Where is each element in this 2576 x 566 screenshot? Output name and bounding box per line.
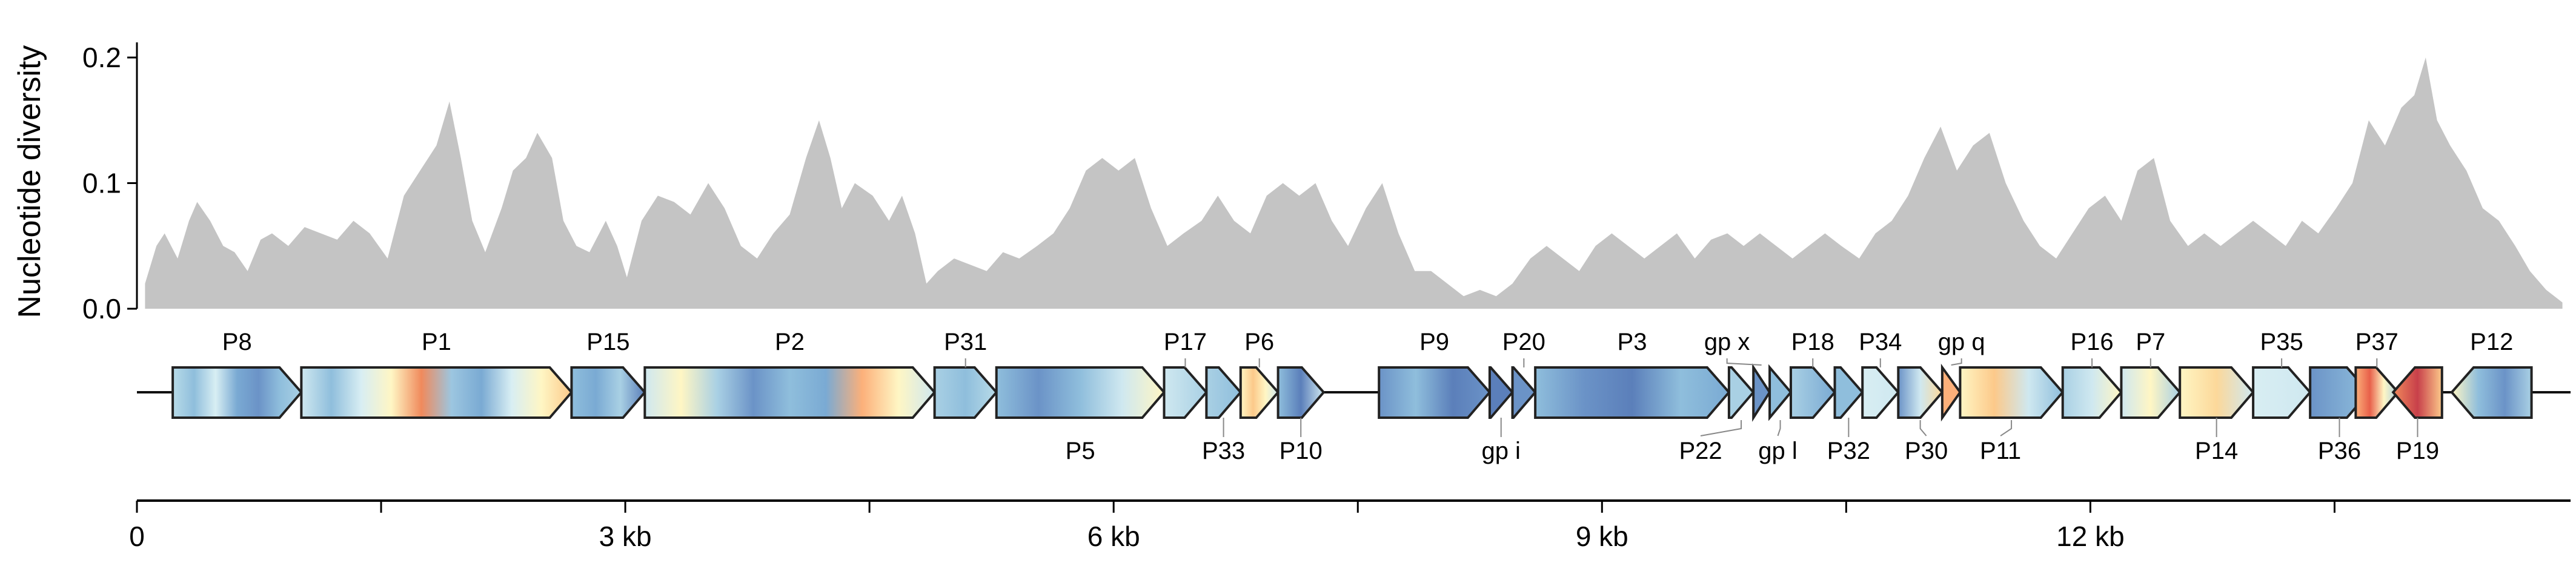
gene-arrow-p6 xyxy=(1239,366,1280,419)
gene-label: P22 xyxy=(1679,438,1722,464)
gene-arrow-p33 xyxy=(1205,366,1243,419)
gene-label: P20 xyxy=(1502,329,1545,355)
gene-arrow-p16 xyxy=(2061,366,2123,419)
gene-label: gp x xyxy=(1704,329,1750,355)
gene-arrow-gp-x xyxy=(1752,363,1771,422)
gene-label: P16 xyxy=(2071,329,2114,355)
gene-arrow-p7 xyxy=(2120,366,2182,419)
gene-arrow-gp-i xyxy=(1488,366,1515,419)
gene-label: P17 xyxy=(1164,329,1207,355)
gene-arrow-p5 xyxy=(995,366,1166,419)
gene-label: P9 xyxy=(1419,329,1449,355)
gene-label: gp i xyxy=(1481,438,1521,464)
label-leader-line xyxy=(1700,420,1742,436)
y-axis: 0.0 0.1 0.2 xyxy=(82,42,138,324)
gene-arrow-p22 xyxy=(1727,366,1755,419)
gene-arrow-p37 xyxy=(2354,366,2400,419)
gene-label: P12 xyxy=(2470,329,2513,355)
gene-arrow-p19 xyxy=(2391,366,2443,419)
gene-label: P33 xyxy=(1202,438,1245,464)
gene-arrow-p31 xyxy=(933,366,998,419)
gene-arrow-p32 xyxy=(1833,366,1864,419)
x-tick-label: 6 kb xyxy=(1087,521,1140,552)
gene-arrow-p12 xyxy=(2450,366,2533,419)
x-tick-label: 3 kb xyxy=(599,521,652,552)
gene-arrow-p20 xyxy=(1511,366,1537,419)
label-leader-line xyxy=(1919,420,1927,436)
gene-arrow-p14 xyxy=(2179,366,2255,419)
gene-arrow-p1 xyxy=(300,366,574,419)
gene-arrow-p3 xyxy=(1534,366,1731,419)
gene-track: P8 P1 P15 P2 P31 P5 P17 P33 P6 P10 P9 gp i P20 P3 P22 g… xyxy=(137,329,2571,464)
label-leader-line xyxy=(1951,358,1962,366)
gene-label: P31 xyxy=(944,329,987,355)
gene-arrow-gp-q xyxy=(1940,363,1962,422)
gene-arrow-p15 xyxy=(570,366,646,419)
gene-label: P10 xyxy=(1280,438,1323,464)
y-tick-label: 0.1 xyxy=(82,168,121,199)
gene-label: P3 xyxy=(1618,329,1647,355)
x-tick-label: 9 kb xyxy=(1576,521,1628,552)
diversity-area-plot xyxy=(145,58,2563,309)
gene-arrow-p35 xyxy=(2252,366,2312,419)
label-leader-line xyxy=(1777,420,1781,436)
gene-arrow-p11 xyxy=(1959,366,2065,419)
gene-label: P34 xyxy=(1859,329,1902,355)
gene-label: P36 xyxy=(2318,438,2361,464)
gene-arrow-p18 xyxy=(1789,366,1837,419)
gene-arrow-p30 xyxy=(1897,366,1944,419)
gene-label: P7 xyxy=(2136,329,2165,355)
gene-label: P30 xyxy=(1905,438,1948,464)
gene-label: P2 xyxy=(775,329,805,355)
gene-label: P37 xyxy=(2355,329,2398,355)
x-tick-label: 0 xyxy=(129,521,145,552)
gene-label: P5 xyxy=(1066,438,1095,464)
gene-label: P8 xyxy=(222,329,252,355)
gene-label: P32 xyxy=(1827,438,1870,464)
gene-label: P18 xyxy=(1791,329,1834,355)
y-tick-label: 0.2 xyxy=(82,42,121,73)
gene-arrow-gp-l xyxy=(1768,364,1793,421)
gene-label: P35 xyxy=(2260,329,2303,355)
gene-label: gp l xyxy=(1758,438,1798,464)
label-leader-line xyxy=(2000,420,2013,436)
x-tick-label: 12 kb xyxy=(2056,521,2125,552)
gene-arrow-p2 xyxy=(643,366,937,419)
gene-arrow-p17 xyxy=(1163,366,1209,419)
gene-label: P6 xyxy=(1244,329,1274,355)
gene-label: P15 xyxy=(586,329,629,355)
gene-label: gp q xyxy=(1938,329,1985,355)
gene-arrow-p34 xyxy=(1861,366,1900,419)
gene-label: P1 xyxy=(422,329,451,355)
x-axis: 0 3 kb 6 kb 9 kb 12 kb xyxy=(129,499,2571,552)
diversity-area xyxy=(145,58,2563,309)
y-axis-title: Nucleotide diversity xyxy=(12,45,47,318)
gene-label: P11 xyxy=(1980,438,2021,464)
gene-arrow-p10 xyxy=(1276,366,1326,419)
gene-arrow-p9 xyxy=(1378,366,1492,419)
label-leader-line xyxy=(1726,358,1762,366)
gene-label: P14 xyxy=(2195,438,2238,464)
gene-label: P19 xyxy=(2396,438,2439,464)
y-tick-label: 0.0 xyxy=(82,293,121,324)
gene-arrow-p8 xyxy=(171,366,304,419)
